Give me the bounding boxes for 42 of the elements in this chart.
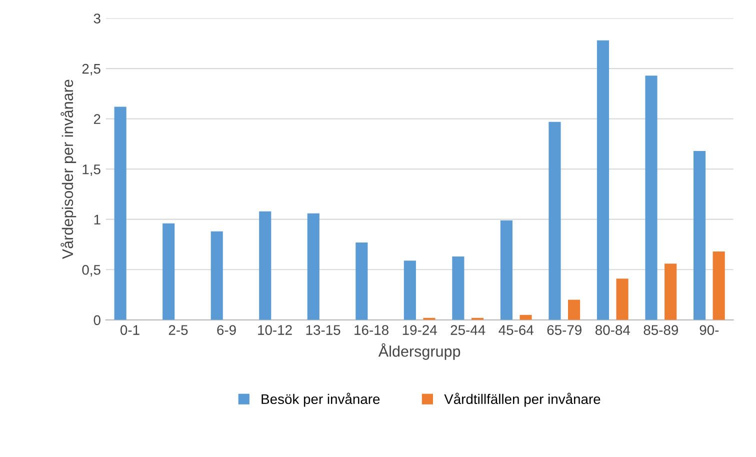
x-tick-label: 90-	[700, 325, 719, 335]
bar	[645, 76, 658, 320]
legend-label: Besök per invånare	[262, 392, 380, 407]
bar	[712, 252, 725, 320]
y-tick-label: 2,5	[82, 64, 100, 76]
x-tick-label: 6-9	[217, 325, 236, 335]
legend-label: Vårdtillfällen per invånare	[444, 392, 600, 407]
x-axis-title: Åldersgrupp	[378, 343, 460, 360]
x-tick-label: 45-64	[498, 325, 534, 335]
x-tick-label: 2-5	[168, 325, 188, 335]
x-tick-label: 13-15	[306, 325, 340, 335]
bar	[616, 278, 628, 320]
bar	[114, 106, 126, 320]
x-tick-label: 10-12	[258, 325, 292, 335]
y-axis-title: Vårdepisoder per invånare	[60, 80, 76, 260]
y-tick-label: 3	[94, 14, 100, 24]
x-tick-label: 16-18	[354, 325, 388, 335]
bar	[520, 314, 532, 320]
x-tick-label: 80-84	[595, 325, 630, 335]
y-tick-label: 2	[94, 114, 100, 124]
bar	[548, 122, 561, 320]
bar	[307, 213, 320, 320]
bar	[664, 264, 677, 320]
y-tick-label: 1,5	[82, 164, 100, 176]
y-tick-label: 0	[94, 315, 100, 326]
bar	[500, 220, 512, 320]
x-tick-label: 85-89	[644, 325, 678, 335]
bar	[210, 231, 223, 320]
x-tick-label: 65-79	[547, 325, 582, 335]
bar	[162, 223, 175, 320]
bar	[568, 300, 580, 320]
bar	[596, 40, 610, 320]
x-tick-label: 25-44	[450, 325, 486, 335]
bar	[694, 150, 706, 320]
y-tick-label: 1	[94, 214, 100, 224]
y-tick-label: 0,5	[82, 264, 100, 276]
bar	[452, 256, 464, 320]
bar	[404, 260, 416, 320]
x-tick-label: 0-1	[120, 325, 140, 335]
bar	[259, 211, 272, 320]
x-tick-label: 19-24	[402, 325, 437, 335]
bar	[356, 242, 368, 320]
